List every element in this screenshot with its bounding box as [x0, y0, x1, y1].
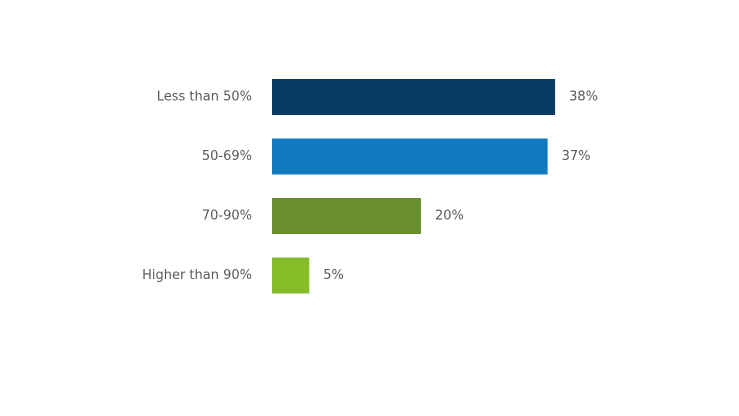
bar	[272, 198, 421, 234]
value-label: 5%	[323, 268, 344, 283]
value-label: 37%	[562, 149, 591, 164]
category-label: 70-90%	[202, 209, 252, 224]
value-label: 20%	[435, 209, 464, 224]
bar	[272, 138, 548, 175]
value-label: 38%	[569, 90, 598, 105]
bar	[272, 79, 556, 115]
category-label: Higher than 90%	[142, 268, 252, 283]
category-label: Less than 50%	[157, 90, 252, 105]
bar	[272, 257, 310, 294]
category-label: 50-69%	[202, 149, 252, 164]
